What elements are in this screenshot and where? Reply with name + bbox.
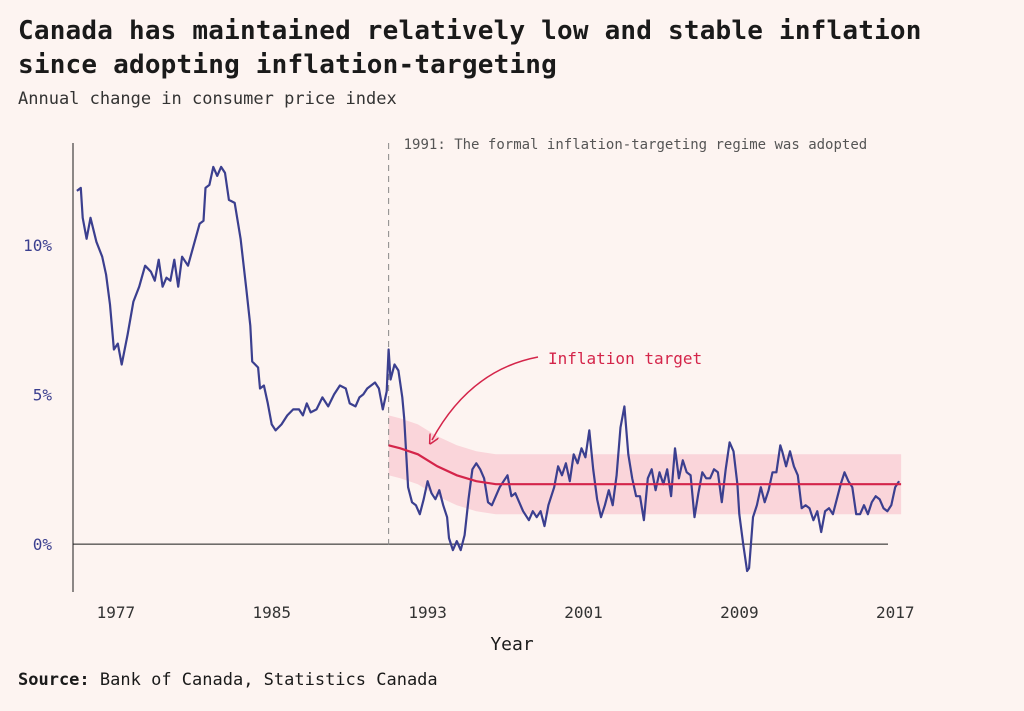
target-line bbox=[388, 444, 902, 486]
x-tick-label: 2017 bbox=[876, 603, 915, 622]
source-text: Bank of Canada, Statistics Canada bbox=[99, 670, 438, 690]
x-tick-label: 2001 bbox=[564, 603, 603, 622]
chart-subtitle: Annual change in consumer price index bbox=[18, 89, 397, 109]
chart-title: Canada has maintained relatively low and… bbox=[18, 16, 922, 80]
x-tick-label: 1993 bbox=[408, 603, 447, 622]
y-tick-label: 0% bbox=[33, 535, 53, 554]
x-tick-label: 2009 bbox=[720, 603, 759, 622]
y-tick-label: 5% bbox=[33, 385, 53, 404]
y-tick-label: 10% bbox=[23, 236, 52, 255]
regime-annotation: 1991: The formal inflation-targeting reg… bbox=[404, 137, 868, 153]
x-tick-label: 1977 bbox=[97, 603, 136, 622]
target-arrow bbox=[432, 356, 539, 440]
source-label: Source: bbox=[18, 670, 90, 690]
x-axis-title: Year bbox=[490, 634, 534, 655]
cpi-line bbox=[76, 165, 901, 573]
x-tick-label: 1985 bbox=[252, 603, 291, 622]
source-note: Source: Bank of Canada, Statistics Canad… bbox=[18, 670, 438, 690]
target-band bbox=[388, 415, 902, 515]
target-label: Inflation target bbox=[548, 349, 702, 368]
